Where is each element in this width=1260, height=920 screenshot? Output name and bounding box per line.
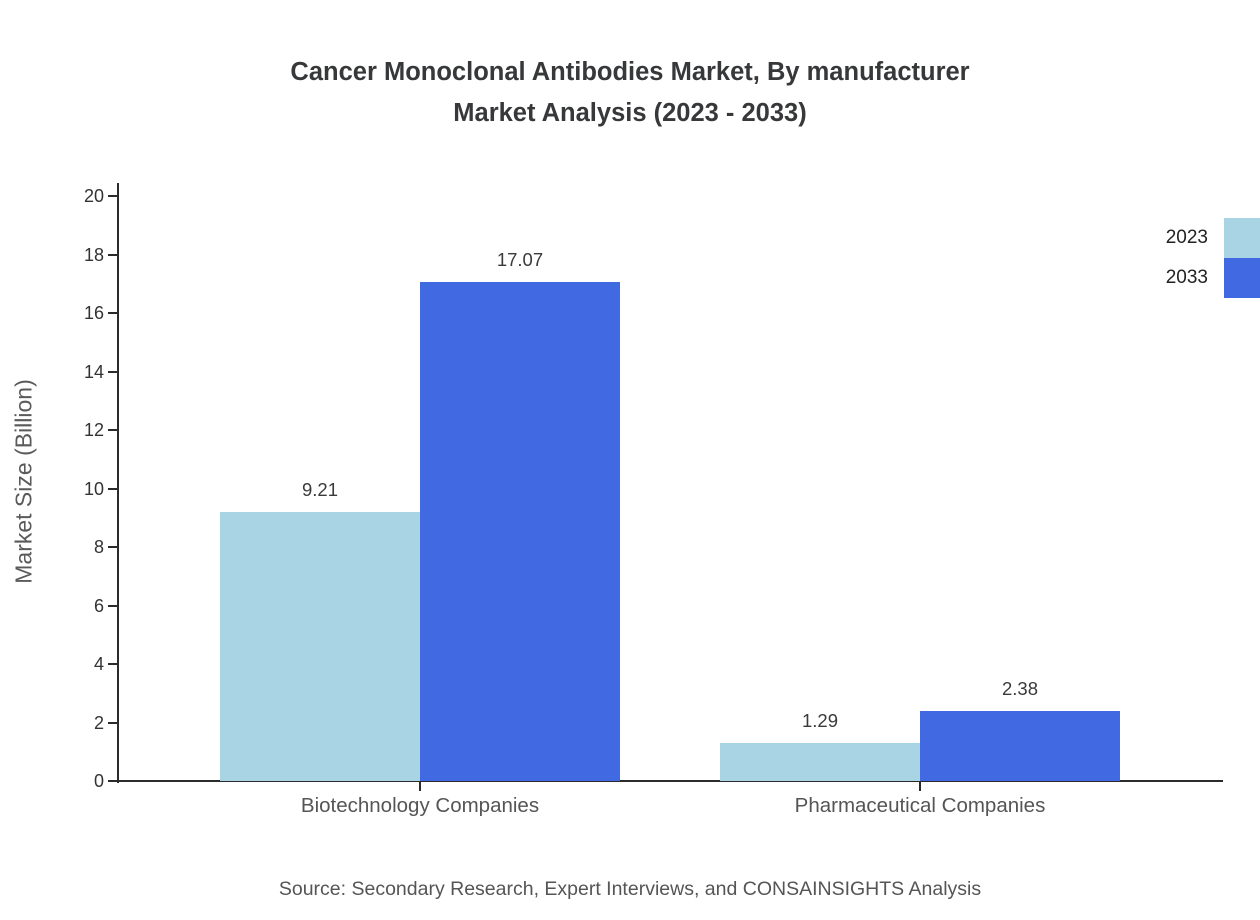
legend-item-2023: 2023 — [1166, 218, 1260, 258]
y-tick-mark — [108, 604, 118, 607]
chart-title-line1: Cancer Monoclonal Antibodies Market, By … — [290, 58, 970, 86]
y-tick-mark — [108, 429, 118, 431]
bar-value-label: 9.21 — [301, 478, 338, 500]
category-label: Pharmaceutical Companies — [794, 794, 1046, 817]
y-tick-label: 6 — [93, 595, 104, 616]
y-tick-label: 16 — [83, 303, 104, 323]
y-tick-mark — [108, 487, 118, 490]
y-tick-label: 10 — [83, 478, 104, 499]
bar-2033-biotechnology — [420, 281, 620, 781]
y-tick-mark — [108, 312, 118, 314]
y-tick-mark — [108, 780, 118, 782]
legend-swatch — [1224, 218, 1260, 258]
source-note: Source: Secondary Research, Expert Inter… — [278, 878, 982, 900]
bar-value-label: 17.07 — [496, 248, 544, 270]
bar-value-label: 1.29 — [801, 710, 838, 732]
y-tick-mark — [108, 253, 118, 256]
y-axis-title: Market Size (Billion) — [10, 379, 37, 584]
x-tick-mark — [419, 782, 421, 791]
legend-swatch — [1224, 258, 1260, 298]
bar-2033-pharmaceutical — [920, 711, 1120, 781]
chart-title: Cancer Monoclonal Antibodies Market, By … — [0, 52, 1260, 134]
y-axis-line — [117, 183, 119, 783]
bar-value-label: 2.38 — [1001, 678, 1038, 700]
chart-title-line2: Market Analysis (2023 - 2033) — [453, 99, 807, 127]
y-tick-label: 8 — [93, 537, 104, 557]
y-tick-label: 20 — [83, 186, 104, 206]
y-tick-label: 14 — [83, 361, 104, 382]
y-tick-mark — [108, 663, 118, 665]
legend-label: 2033 — [1165, 267, 1208, 288]
y-tick-mark — [108, 721, 118, 724]
legend: 2023 2033 — [1166, 218, 1260, 298]
bar-2023-pharmaceutical — [720, 743, 920, 781]
y-tick-label: 0 — [93, 771, 104, 791]
y-tick-label: 12 — [83, 420, 104, 440]
legend-item-2033: 2033 — [1166, 258, 1260, 298]
y-tick-mark — [108, 370, 118, 373]
y-tick-label: 18 — [83, 244, 104, 265]
bar-2023-biotechnology — [220, 511, 420, 781]
x-tick-mark — [919, 782, 921, 791]
y-tick-label: 4 — [93, 654, 104, 674]
y-tick-mark — [108, 546, 118, 548]
category-label: Biotechnology Companies — [300, 794, 540, 817]
legend-label: 2023 — [1165, 227, 1208, 248]
y-tick-label: 2 — [93, 712, 104, 733]
x-axis-line — [117, 780, 1223, 782]
y-tick-mark — [108, 195, 118, 197]
